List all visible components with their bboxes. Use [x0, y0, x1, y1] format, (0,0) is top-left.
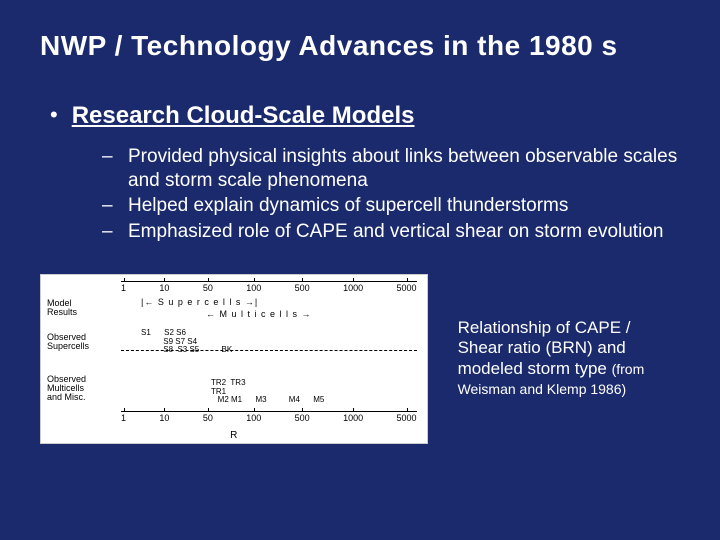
- axis-tick: 1: [121, 283, 126, 295]
- dash-icon: –: [102, 194, 118, 218]
- obs-mc-points: TR2 TR3 TR1 M2 M1 M3 M4 M5: [211, 379, 324, 405]
- axis-tick: 1: [121, 413, 126, 425]
- axis-tick: 50: [203, 283, 213, 295]
- axis-bottom: 1 10 50 100 500 1000 5000: [121, 411, 417, 425]
- caption-main: Relationship of CAPE / Shear ratio (BRN)…: [458, 318, 631, 378]
- band-divider: S1 S2 S6 S9 S7 S4 S8 S3 S5 BK: [121, 350, 417, 357]
- figure-caption: Relationship of CAPE / Shear ratio (BRN)…: [458, 274, 680, 400]
- axis-tick: 1000: [343, 283, 363, 295]
- main-bullet: • Research Cloud-Scale Models: [50, 102, 680, 131]
- dash-icon: –: [102, 145, 118, 193]
- axis-tick: 10: [159, 413, 169, 425]
- axis-tick: 10: [159, 283, 169, 295]
- multicells-range: ← M u l t i c e l l s →: [206, 309, 312, 319]
- supercells-range: |← S u p e r c e l l s →|: [141, 297, 258, 307]
- axis-tick: 5000: [396, 283, 416, 295]
- sub-bullet-text: Helped explain dynamics of supercell thu…: [128, 194, 568, 218]
- row-label-obs-sc: Observed Supercells: [47, 333, 115, 351]
- axis-tick: 100: [246, 283, 261, 295]
- dash-icon: –: [102, 220, 118, 244]
- sub-bullet: – Helped explain dynamics of supercell t…: [102, 194, 680, 218]
- slide-title: NWP / Technology Advances in the 1980 s: [40, 30, 680, 62]
- sub-bullet-list: – Provided physical insights about links…: [102, 145, 680, 244]
- axis-top: 1 10 50 100 500 1000 5000: [121, 281, 417, 295]
- bullet-dot-icon: •: [50, 102, 58, 131]
- axis-tick: 100: [246, 413, 261, 425]
- main-bullet-text: Research Cloud-Scale Models: [72, 102, 415, 131]
- axis-tick: 5000: [396, 413, 416, 425]
- obs-sc-points: S1 S2 S6 S9 S7 S4 S8 S3 S5 BK: [141, 329, 232, 355]
- row-label-obs-mc: Observed Multicells and Misc.: [47, 375, 115, 402]
- sub-bullet-text: Provided physical insights about links b…: [128, 145, 680, 193]
- sub-bullet: – Emphasized role of CAPE and vertical s…: [102, 220, 680, 244]
- brn-diagram: 1 10 50 100 500 1000 5000 Model Results …: [40, 274, 428, 444]
- axis-tick: 1000: [343, 413, 363, 425]
- axis-tick: 50: [203, 413, 213, 425]
- x-axis-label: R: [230, 430, 237, 441]
- row-label-model: Model Results: [47, 299, 115, 317]
- axis-tick: 500: [295, 413, 310, 425]
- sub-bullet: – Provided physical insights about links…: [102, 145, 680, 193]
- axis-tick: 500: [295, 283, 310, 295]
- sub-bullet-text: Emphasized role of CAPE and vertical she…: [128, 220, 663, 244]
